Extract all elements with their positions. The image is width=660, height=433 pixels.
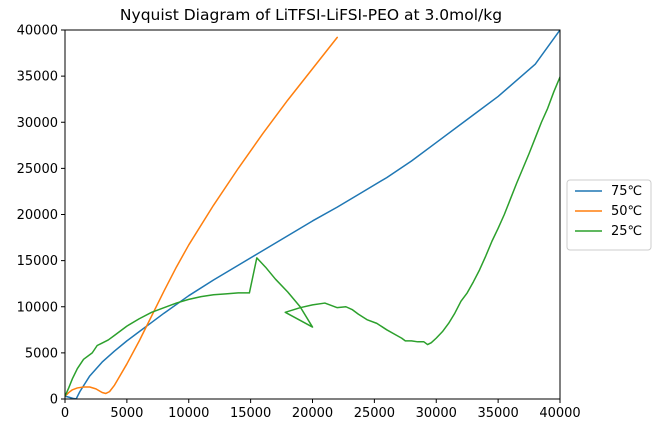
- x-tick-label: 40000: [539, 406, 580, 421]
- y-tick-label: 20000: [17, 208, 58, 223]
- x-tick-label: 15000: [230, 406, 271, 421]
- legend-label: 25℃: [611, 224, 642, 239]
- legend-label: 75℃: [611, 184, 642, 199]
- y-tick-label: 10000: [17, 300, 58, 315]
- y-tick-label: 0: [50, 393, 58, 408]
- series-line-2: [65, 76, 560, 397]
- y-axis: 0 5000 10000 15000 20000 25000 30000 35000 40000: [17, 24, 65, 408]
- y-tick-label: 25000: [17, 162, 58, 177]
- chart-title: Nyquist Diagram of LiTFSI-LiFSI-PEO at 3…: [120, 6, 502, 24]
- x-tick-label: 5000: [110, 406, 143, 421]
- series-line-1: [65, 36, 338, 397]
- y-tick-label: 30000: [17, 116, 58, 131]
- x-tick-label: 0: [61, 406, 69, 421]
- y-tick-label: 35000: [17, 70, 58, 85]
- x-tick-label: 25000: [354, 406, 395, 421]
- x-tick-label: 20000: [292, 406, 333, 421]
- y-tick-label: 5000: [25, 346, 58, 361]
- legend: 75℃ 50℃ 25℃: [566, 179, 652, 251]
- axes-frame: [64, 29, 561, 400]
- legend-box: [566, 179, 652, 251]
- legend-label: 50℃: [611, 204, 642, 219]
- x-tick-label: 35000: [477, 406, 518, 421]
- x-tick-label: 30000: [416, 406, 457, 421]
- y-tick-label: 15000: [17, 254, 58, 269]
- plot-area: [64, 29, 561, 400]
- series-line-0: [65, 30, 560, 399]
- x-tick-label: 10000: [168, 406, 209, 421]
- x-axis: 0 5000 10000 15000 20000 25000 30000 35000 40000: [61, 399, 581, 421]
- y-tick-label: 40000: [17, 24, 58, 39]
